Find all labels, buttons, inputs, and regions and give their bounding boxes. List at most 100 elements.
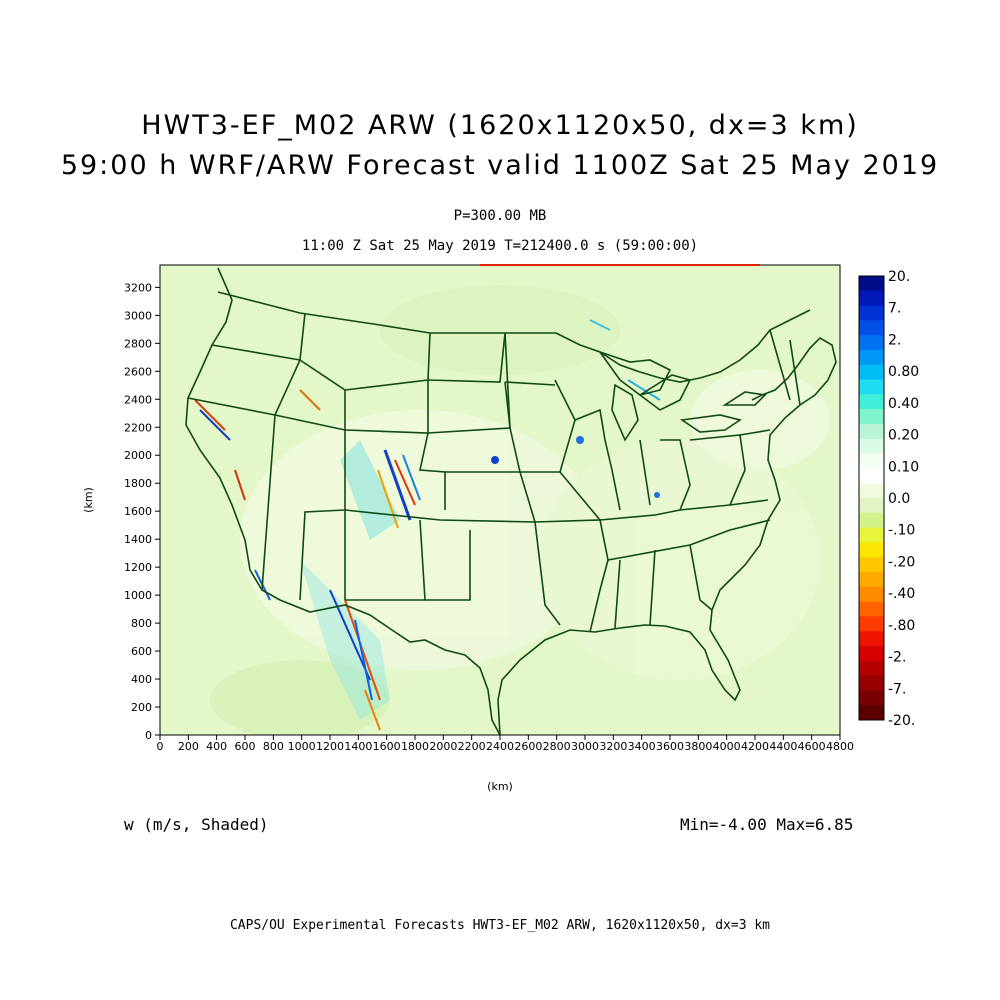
colorbar-swatch bbox=[859, 483, 884, 499]
y-tick-label: 1000 bbox=[124, 589, 152, 602]
x-tick-label: 3200 bbox=[599, 740, 627, 753]
credit-line: CAPS/OU Experimental Forecasts HWT3-EF_M… bbox=[229, 918, 771, 933]
colorbar-label: -.10 bbox=[888, 523, 915, 539]
y-tick-label: 1200 bbox=[124, 561, 152, 574]
x-tick-label: 1200 bbox=[316, 740, 344, 753]
field-label: w (m/s, Shaded) bbox=[124, 815, 269, 834]
x-tick-label: 600 bbox=[235, 740, 256, 753]
colorbar-frame bbox=[858, 275, 885, 721]
y-tick-label: 400 bbox=[131, 673, 152, 686]
colorbar-label: 2. bbox=[888, 332, 901, 348]
title-line-2: 59:00 h WRF/ARW Forecast valid 1100Z Sat… bbox=[60, 150, 940, 181]
colorbar-label: 0.10 bbox=[888, 459, 919, 475]
velocity-shading bbox=[210, 285, 830, 735]
colorbar-label: -20. bbox=[888, 713, 915, 729]
x-tick-label: 1000 bbox=[288, 740, 316, 753]
colorbar-label: 7. bbox=[888, 301, 901, 317]
colorbar-swatch bbox=[859, 527, 884, 543]
colorbar-swatch bbox=[859, 512, 884, 529]
colorbar-swatch bbox=[859, 660, 884, 677]
y-tick-label: 2000 bbox=[124, 449, 152, 462]
colorbar-label: -.40 bbox=[888, 586, 915, 602]
colorbar-swatch bbox=[859, 453, 884, 469]
x-axis-label: (km) bbox=[487, 780, 513, 793]
x-tick-label: 3400 bbox=[628, 740, 656, 753]
colorbar-label: 0.0 bbox=[888, 491, 910, 507]
colorbar-swatch bbox=[859, 498, 884, 514]
colorbar-label: -7. bbox=[888, 681, 906, 697]
x-tick-label: 4400 bbox=[769, 740, 797, 753]
x-tick-label: 1800 bbox=[401, 740, 429, 753]
colorbar-swatch bbox=[859, 276, 884, 292]
x-tick-label: 4000 bbox=[713, 740, 741, 753]
colorbar-swatch bbox=[859, 438, 884, 455]
colorbar-swatch bbox=[859, 690, 884, 706]
colorbar-label: 0.40 bbox=[888, 396, 919, 412]
colorbar-swatch bbox=[859, 394, 884, 410]
y-axis-label: (km) bbox=[82, 487, 95, 513]
colorbar-swatch bbox=[859, 557, 884, 573]
colorbar-swatch bbox=[859, 290, 884, 307]
colorbar-swatch bbox=[859, 424, 884, 440]
x-tick-label: 2400 bbox=[486, 740, 514, 753]
x-tick-label: 4600 bbox=[798, 740, 826, 753]
y-tick-label: 2200 bbox=[124, 421, 152, 434]
colorbar: 20. 7. 2. 0.80 0.40 0.20 0.10 0.0 -.10 -.20 -.40 -.… bbox=[858, 269, 919, 729]
x-tick-label: 400 bbox=[206, 740, 227, 753]
x-tick-label: 4200 bbox=[741, 740, 769, 753]
colorbar-label: 0.80 bbox=[888, 364, 919, 380]
title-line-1: HWT3-EF_M02 ARW (1620x1120x50, dx=3 km) bbox=[141, 110, 859, 141]
x-tick-label: 800 bbox=[263, 740, 284, 753]
y-tick-label: 1600 bbox=[124, 505, 152, 518]
x-tick-label: 0 bbox=[157, 740, 164, 753]
colorbar-swatch bbox=[859, 320, 884, 336]
y-tick-label: 2800 bbox=[124, 337, 152, 350]
x-tick-label: 3800 bbox=[684, 740, 712, 753]
y-tick-label: 2400 bbox=[124, 393, 152, 406]
colorbar-label: -.20 bbox=[888, 554, 915, 570]
colorbar-swatch bbox=[859, 601, 884, 617]
colorbar-swatch bbox=[859, 675, 884, 691]
x-tick-label: 1400 bbox=[344, 740, 372, 753]
y-tick-label: 2600 bbox=[124, 365, 152, 378]
colorbar-swatch bbox=[859, 350, 884, 366]
x-tick-label: 2200 bbox=[458, 740, 486, 753]
y-tick-label: 3000 bbox=[124, 309, 152, 322]
colorbar-swatch bbox=[859, 335, 884, 351]
x-tick-label: 2000 bbox=[429, 740, 457, 753]
x-axis: 0 200 400 600 800 1000 1200 1400 1600 1800 2000 220… bbox=[157, 735, 854, 753]
y-axis: 0 200 400 600 800 1000 1200 1400 1600 1800 2000 220… bbox=[124, 281, 160, 742]
min-max-label: Min=-4.00 Max=6.85 bbox=[680, 815, 854, 834]
colorbar-label: -2. bbox=[888, 650, 906, 666]
colorbar-swatch bbox=[859, 705, 884, 721]
y-tick-label: 0 bbox=[145, 729, 152, 742]
colorbar-swatch bbox=[859, 631, 884, 647]
colorbar-swatch bbox=[859, 364, 884, 381]
y-tick-label: 1800 bbox=[124, 477, 152, 490]
x-tick-label: 4800 bbox=[826, 740, 854, 753]
colorbar-label: -.80 bbox=[888, 618, 915, 634]
colorbar-swatch bbox=[859, 572, 884, 588]
colorbar-swatch bbox=[859, 616, 884, 632]
colorbar-swatch bbox=[859, 542, 884, 558]
x-tick-label: 200 bbox=[178, 740, 199, 753]
colorbar-swatch bbox=[859, 468, 884, 484]
x-tick-label: 3600 bbox=[656, 740, 684, 753]
map-boundaries bbox=[185, 267, 837, 735]
y-tick-label: 1400 bbox=[124, 533, 152, 546]
y-tick-label: 200 bbox=[131, 701, 152, 714]
y-tick-label: 600 bbox=[131, 645, 152, 658]
x-tick-label: 1600 bbox=[373, 740, 401, 753]
x-tick-label: 3000 bbox=[571, 740, 599, 753]
pressure-level: P=300.00 MB bbox=[453, 208, 547, 224]
x-tick-label: 2600 bbox=[514, 740, 542, 753]
y-tick-label: 3200 bbox=[124, 281, 152, 294]
colorbar-swatch bbox=[859, 586, 884, 603]
colorbar-swatch bbox=[859, 646, 884, 662]
valid-time-line: 11:00 Z Sat 25 May 2019 T=212400.0 s (59… bbox=[301, 238, 699, 254]
colorbar-label: 20. bbox=[888, 269, 910, 285]
colorbar-label: 0.20 bbox=[888, 428, 919, 444]
y-tick-label: 800 bbox=[131, 617, 152, 630]
colorbar-swatch bbox=[859, 379, 884, 395]
